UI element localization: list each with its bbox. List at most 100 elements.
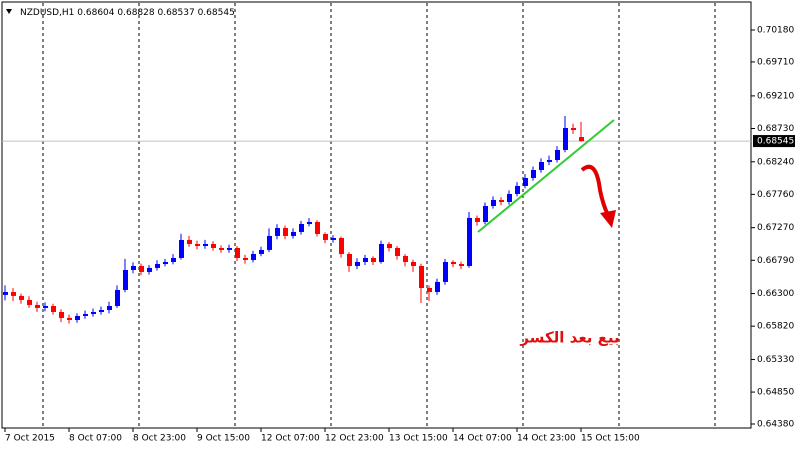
candle-body	[187, 239, 192, 244]
candle-body	[235, 247, 240, 258]
x-tick-label: 8 Oct 23:00	[133, 434, 186, 444]
candle-body	[411, 261, 416, 266]
x-tick-label: 7 Oct 2015	[5, 434, 55, 444]
current-price-label: 0.68545	[757, 137, 794, 147]
candle-body	[211, 243, 216, 248]
candle-body	[171, 257, 176, 262]
candle-body	[155, 264, 160, 268]
candle-body	[251, 253, 256, 261]
candles	[3, 115, 584, 324]
y-tick-label: 0.70180	[757, 25, 794, 35]
y-tick-label: 0.69710	[757, 57, 794, 67]
candle-body	[51, 305, 56, 312]
candle-body	[419, 265, 424, 288]
plot-frame	[1, 1, 752, 429]
x-tick-label: 9 Oct 15:00	[197, 434, 250, 444]
candle-body	[547, 160, 552, 162]
candle-body	[499, 199, 504, 202]
candle-body	[227, 247, 232, 250]
candle-body	[99, 310, 104, 312]
candle-body	[27, 299, 32, 305]
candle-body	[75, 315, 80, 320]
candle-body	[379, 243, 384, 262]
chart-header: NZDUSD,H1 0.68604 0.68828 0.68537 0.6854…	[20, 8, 235, 18]
y-tick-label: 0.65820	[757, 322, 794, 332]
candle-body	[299, 224, 304, 232]
candle-body	[139, 265, 144, 272]
x-tick-label: 15 Oct 15:00	[581, 434, 640, 444]
candle-body	[363, 257, 368, 262]
candle-body	[107, 305, 112, 311]
candle-body	[531, 170, 536, 179]
candle-body	[259, 249, 264, 254]
candle-body	[315, 221, 320, 234]
candle-body	[43, 305, 48, 308]
candle-body	[571, 128, 576, 130]
candle-body	[427, 287, 432, 293]
candle-body	[283, 228, 288, 236]
candle-body	[347, 253, 352, 266]
y-tick-label: 0.67270	[757, 223, 794, 233]
candle-body	[339, 237, 344, 254]
candle-body	[83, 314, 88, 316]
candle-body	[491, 199, 496, 207]
y-tick-label: 0.68240	[757, 157, 794, 167]
x-tick-label: 8 Oct 07:00	[69, 434, 122, 444]
trend-line	[477, 119, 615, 233]
x-tick-label: 14 Oct 23:00	[517, 434, 576, 444]
y-tick-label: 0.64380	[757, 419, 794, 429]
candle-body	[475, 217, 480, 222]
x-tick-label: 13 Oct 15:00	[389, 434, 448, 444]
y-tick-label: 0.66300	[757, 289, 794, 299]
candle-body	[467, 217, 472, 266]
candle-body	[395, 247, 400, 257]
candle-body	[179, 239, 184, 258]
candle-body	[483, 206, 488, 222]
candle-body	[243, 257, 248, 261]
candle-body	[563, 128, 568, 150]
candle-body	[443, 261, 448, 282]
y-tick-label: 0.66790	[757, 256, 794, 266]
annotation: بيع بعد الكسر	[519, 329, 619, 347]
candle-body	[59, 311, 64, 318]
candle-body	[19, 295, 24, 300]
candle-body	[451, 261, 456, 265]
y-tick-label: 0.67760	[757, 190, 794, 200]
candle-body	[195, 243, 200, 247]
candle-body	[523, 178, 528, 186]
candle-body	[3, 292, 8, 295]
candle-body	[67, 317, 72, 320]
candle-body	[579, 137, 584, 142]
low: 0.68537	[157, 8, 194, 18]
menu-arrow[interactable]	[6, 9, 12, 14]
arrow-head	[600, 210, 616, 228]
candle-body	[91, 311, 96, 315]
candle-body	[323, 233, 328, 240]
candle-body	[555, 149, 560, 161]
y-tick-label: 0.65330	[757, 355, 794, 365]
candle-body	[291, 231, 296, 236]
symbol: NZDUSD,H1	[20, 8, 74, 18]
y-tick-label: 0.64850	[757, 388, 794, 398]
current-price-box	[753, 135, 795, 148]
candle-body	[131, 265, 136, 270]
candle-body	[219, 247, 224, 250]
candle-body	[355, 261, 360, 266]
candle-body	[203, 243, 208, 247]
candle-body	[459, 264, 464, 266]
grid	[2, 3, 751, 428]
candle-body	[539, 161, 544, 171]
candle-body	[371, 257, 376, 262]
candle-body	[147, 267, 152, 272]
candle-body	[163, 261, 168, 265]
x-tick-label: 12 Oct 23:00	[325, 434, 384, 444]
arrow-shaft	[580, 164, 610, 216]
candle-body	[307, 221, 312, 225]
candle-body	[35, 304, 40, 308]
x-tick-label: 14 Oct 07:00	[453, 434, 512, 444]
candle-body	[507, 193, 512, 202]
x-tick-label: 12 Oct 07:00	[261, 434, 320, 444]
candle-body	[387, 243, 392, 248]
candle-body	[11, 292, 16, 296]
